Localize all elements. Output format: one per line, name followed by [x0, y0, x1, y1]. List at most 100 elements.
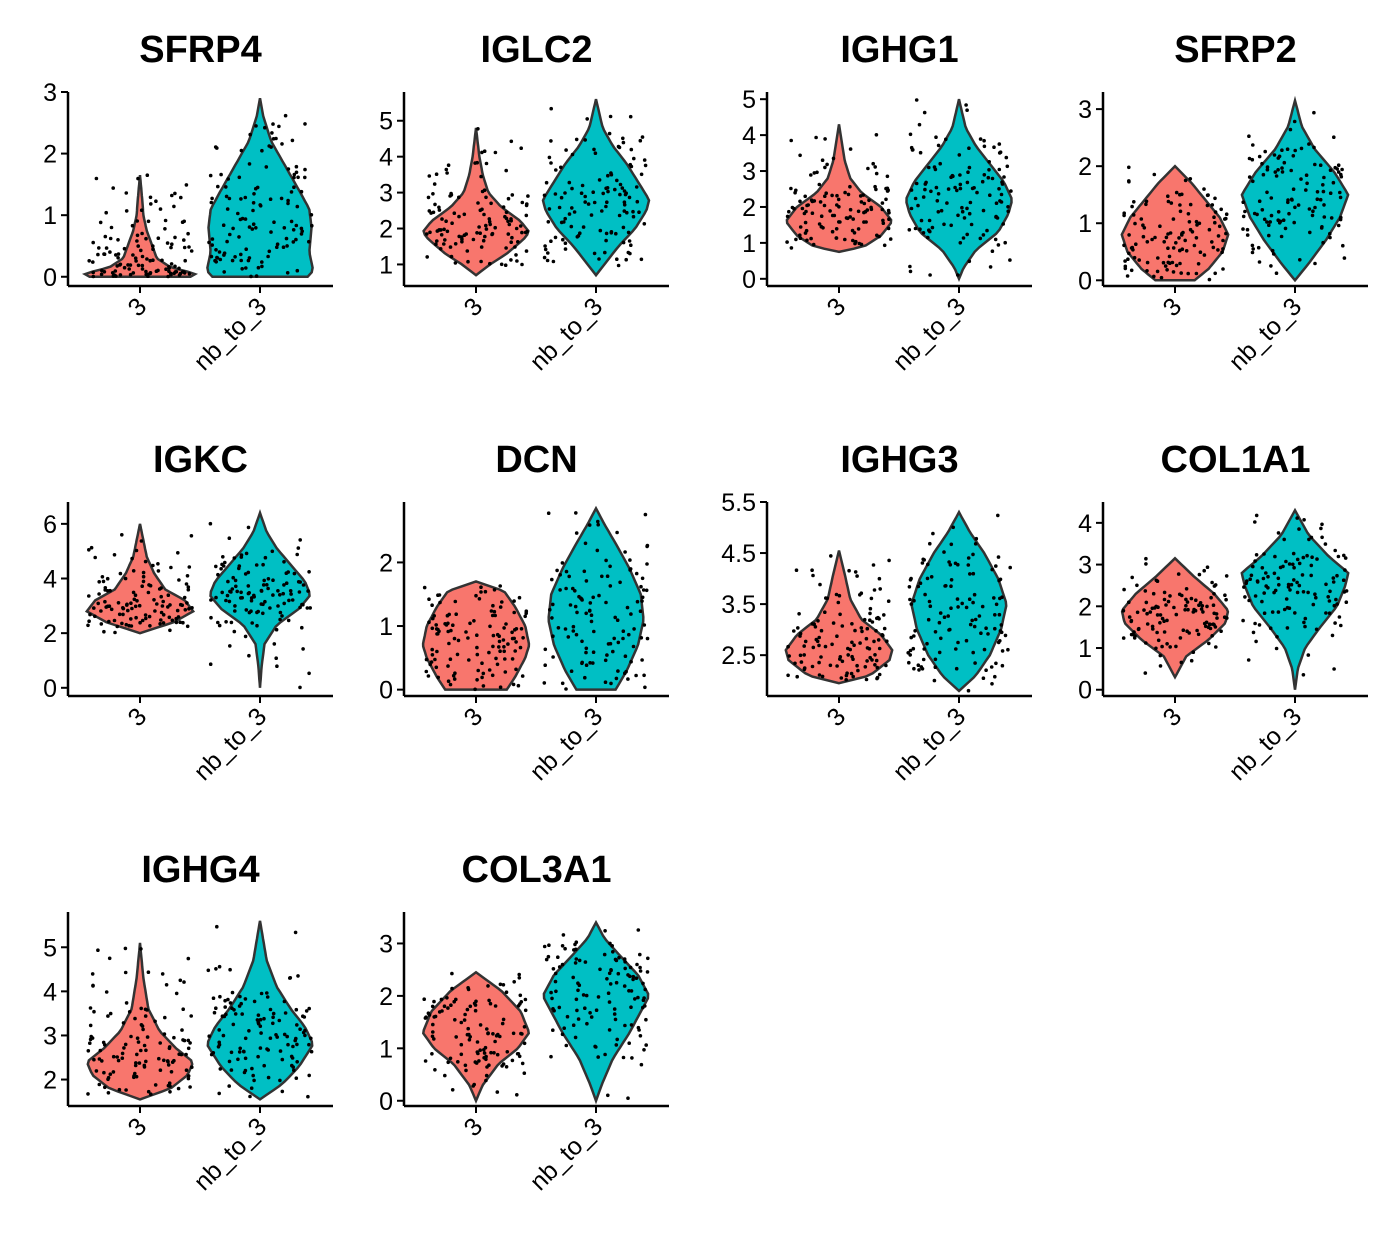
- data-point: [615, 530, 619, 535]
- data-point: [568, 603, 573, 607]
- data-point: [1311, 602, 1316, 607]
- data-point: [438, 247, 443, 251]
- data-point: [492, 609, 497, 614]
- data-point: [851, 217, 855, 221]
- data-point: [935, 199, 940, 203]
- data-point: [293, 1038, 298, 1043]
- data-point: [564, 586, 568, 591]
- data-point: [249, 596, 254, 600]
- data-point: [813, 625, 818, 629]
- data-point: [443, 238, 447, 242]
- data-point: [131, 590, 136, 595]
- data-point: [254, 274, 259, 278]
- data-point: [131, 569, 136, 573]
- data-point: [266, 1075, 271, 1080]
- data-point: [597, 593, 601, 598]
- data-point: [635, 962, 639, 967]
- data-point: [993, 237, 998, 242]
- data-point: [802, 211, 807, 216]
- data-point: [1262, 591, 1266, 595]
- y-tick-label: 5: [742, 86, 756, 114]
- y-tick-label: 6: [43, 511, 57, 539]
- data-point: [640, 135, 645, 139]
- data-point: [1212, 611, 1216, 616]
- data-point: [580, 598, 584, 602]
- data-point: [440, 217, 444, 221]
- data-point: [163, 218, 168, 223]
- data-point: [254, 563, 259, 567]
- data-point: [232, 629, 237, 634]
- data-point: [484, 161, 489, 166]
- data-point: [549, 139, 553, 143]
- data-point: [190, 606, 194, 610]
- data-point: [268, 606, 272, 610]
- data-point: [859, 200, 864, 204]
- data-point: [573, 1035, 578, 1040]
- data-point: [463, 1063, 468, 1068]
- data-point: [511, 1031, 516, 1036]
- data-point: [978, 137, 983, 141]
- data-point: [610, 944, 614, 948]
- data-point: [1145, 240, 1150, 244]
- data-point: [189, 534, 194, 538]
- data-point: [624, 191, 628, 195]
- data-point: [887, 558, 891, 563]
- data-point: [122, 246, 127, 251]
- data-point: [835, 634, 839, 638]
- data-point: [425, 255, 430, 259]
- data-point: [159, 594, 163, 599]
- y-tick-label: 2: [379, 983, 393, 1011]
- data-point: [501, 205, 506, 209]
- data-point: [1333, 548, 1337, 553]
- data-point: [574, 947, 578, 952]
- data-point: [908, 264, 912, 269]
- data-point: [823, 610, 827, 614]
- data-point: [481, 238, 486, 243]
- data-point: [1276, 210, 1281, 214]
- data-point: [565, 1014, 570, 1019]
- data-point: [1262, 611, 1267, 615]
- data-point: [1267, 233, 1271, 238]
- violin-nb_to_3: [910, 509, 1008, 693]
- data-point: [215, 924, 219, 929]
- data-point: [493, 613, 498, 618]
- data-point: [448, 1056, 453, 1061]
- data-point: [928, 273, 932, 277]
- data-point: [216, 184, 220, 189]
- data-point: [1283, 226, 1288, 231]
- data-point: [551, 967, 556, 971]
- data-point: [1132, 636, 1137, 640]
- data-point: [431, 1030, 435, 1034]
- data-point: [229, 620, 234, 625]
- data-point: [563, 946, 567, 951]
- data-point: [1220, 250, 1224, 254]
- data-point: [144, 236, 148, 241]
- data-point: [186, 1076, 191, 1081]
- data-point: [495, 662, 500, 667]
- data-point: [601, 191, 605, 196]
- data-point: [216, 620, 220, 625]
- data-point: [131, 253, 135, 257]
- data-point: [229, 1068, 234, 1072]
- data-point: [990, 567, 994, 572]
- data-point: [958, 173, 962, 177]
- data-point: [523, 997, 528, 1002]
- data-point: [233, 1012, 238, 1016]
- data-point: [451, 623, 455, 627]
- data-point: [1205, 203, 1210, 208]
- data-point: [886, 599, 891, 603]
- data-point: [502, 626, 506, 630]
- data-point: [575, 610, 579, 615]
- data-point: [583, 194, 587, 199]
- data-point: [931, 531, 935, 536]
- data-point: [516, 240, 520, 244]
- data-point: [958, 241, 963, 245]
- data-point: [514, 667, 518, 672]
- data-point: [478, 208, 483, 213]
- data-point: [288, 976, 293, 980]
- y-tick-label: 1: [379, 251, 393, 279]
- data-point: [563, 191, 567, 195]
- data-point: [471, 237, 476, 242]
- data-point: [109, 607, 114, 612]
